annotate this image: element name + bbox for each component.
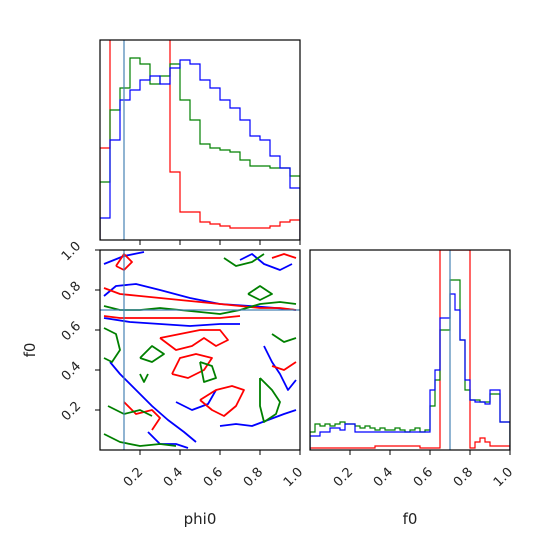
contour-line-12 bbox=[159, 329, 229, 351]
f0-histogram-series-2 bbox=[310, 293, 510, 450]
phi0-histogram-frame bbox=[99, 39, 301, 241]
contour-line-5 bbox=[219, 409, 297, 427]
f0-ytick-label-0: 0.2 bbox=[59, 399, 84, 424]
phi0-xtick-label-3: 0.8 bbox=[241, 465, 266, 490]
f0-xtick-label-3: 0.8 bbox=[451, 465, 476, 490]
contour-line-14 bbox=[199, 385, 245, 417]
contour-frame bbox=[99, 249, 301, 451]
contour-line-4 bbox=[175, 389, 217, 411]
contour-line-10 bbox=[103, 315, 241, 319]
phi0-xtick-label-2: 0.6 bbox=[201, 465, 226, 490]
contour-line-27 bbox=[199, 361, 217, 383]
f0-xtick-label-4: 1.0 bbox=[491, 465, 516, 490]
x-axis-label-f0: f0 bbox=[403, 510, 418, 528]
phi0-xtick-label-0: 0.2 bbox=[121, 465, 146, 490]
contour-line-11 bbox=[115, 253, 133, 271]
contour-line-1 bbox=[103, 317, 240, 327]
contour-line-24 bbox=[103, 433, 177, 447]
y-axis-label-f0: f0 bbox=[21, 343, 39, 358]
phi0-histogram-series-0 bbox=[100, 40, 300, 240]
contour-line-22 bbox=[139, 345, 165, 363]
contour-line-15 bbox=[271, 253, 297, 259]
contour-line-3 bbox=[109, 361, 197, 443]
contour-line-28 bbox=[139, 373, 149, 383]
phi0-histogram-series-1 bbox=[100, 57, 300, 240]
f0-xtick-label-2: 0.6 bbox=[411, 465, 436, 490]
contour-line-13 bbox=[171, 353, 213, 379]
contour-line-16 bbox=[123, 401, 161, 431]
contour-line-6 bbox=[263, 345, 297, 391]
phi0-f0-contour-panel: 0.2 0.4 0.6 0.8 1.0 0.2 0.4 0.6 0.8 1.0 bbox=[59, 239, 306, 490]
phi0-xtick-label-1: 0.4 bbox=[161, 465, 186, 490]
contour-line-25 bbox=[259, 377, 281, 423]
f0-histogram-panel: 0.2 0.4 0.6 0.8 1.0 bbox=[309, 249, 516, 490]
contour-line-21 bbox=[247, 285, 273, 301]
contour-line-19 bbox=[103, 327, 121, 363]
f0-histogram-series-0 bbox=[310, 250, 510, 450]
contour-line-9 bbox=[103, 287, 297, 311]
f0-xtick-label-0: 0.2 bbox=[331, 465, 356, 490]
contour-line-23 bbox=[107, 405, 153, 417]
f0-xtick-label-1: 0.4 bbox=[371, 465, 396, 490]
phi0-xtick-label-4: 1.0 bbox=[281, 465, 306, 490]
f0-ytick-label-3: 0.8 bbox=[59, 279, 84, 304]
phi0-histogram-panel bbox=[99, 39, 301, 245]
phi0-histogram-series-2 bbox=[100, 59, 300, 240]
f0-histogram-series-1 bbox=[310, 279, 510, 450]
contour-line-20 bbox=[223, 253, 265, 267]
contour-line-7 bbox=[239, 253, 293, 271]
x-axis-label-phi0: phi0 bbox=[184, 510, 217, 528]
contour-line-17 bbox=[271, 361, 297, 371]
contour-line-26 bbox=[271, 333, 297, 343]
f0-histogram-frame bbox=[309, 249, 511, 451]
contour-line-8 bbox=[147, 431, 189, 449]
f0-ytick-label-1: 0.4 bbox=[59, 359, 84, 384]
f0-ytick-label-2: 0.6 bbox=[59, 319, 84, 344]
f0-ytick-label-4: 1.0 bbox=[59, 239, 84, 264]
